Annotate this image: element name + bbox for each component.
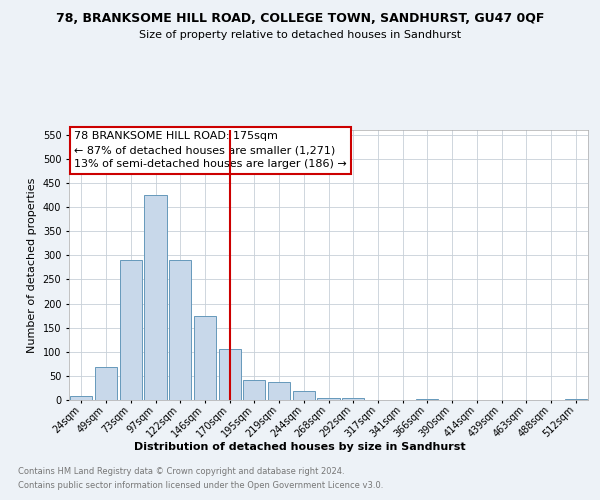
Bar bbox=[145, 195, 167, 400]
Y-axis label: Number of detached properties: Number of detached properties bbox=[27, 178, 37, 352]
Bar bbox=[317, 398, 340, 400]
Bar bbox=[243, 380, 265, 400]
Text: Contains public sector information licensed under the Open Government Licence v3: Contains public sector information licen… bbox=[18, 481, 383, 490]
Bar bbox=[416, 398, 439, 400]
Bar bbox=[565, 398, 587, 400]
Text: 78, BRANKSOME HILL ROAD, COLLEGE TOWN, SANDHURST, GU47 0QF: 78, BRANKSOME HILL ROAD, COLLEGE TOWN, S… bbox=[56, 12, 544, 26]
Text: 78 BRANKSOME HILL ROAD: 175sqm
← 87% of detached houses are smaller (1,271)
13% : 78 BRANKSOME HILL ROAD: 175sqm ← 87% of … bbox=[74, 132, 347, 170]
Bar bbox=[218, 350, 241, 400]
Bar bbox=[169, 260, 191, 400]
Bar bbox=[95, 367, 117, 400]
Text: Size of property relative to detached houses in Sandhurst: Size of property relative to detached ho… bbox=[139, 30, 461, 40]
Bar bbox=[268, 382, 290, 400]
Bar bbox=[119, 260, 142, 400]
Text: Contains HM Land Registry data © Crown copyright and database right 2024.: Contains HM Land Registry data © Crown c… bbox=[18, 468, 344, 476]
Bar bbox=[194, 316, 216, 400]
Bar bbox=[293, 392, 315, 400]
Text: Distribution of detached houses by size in Sandhurst: Distribution of detached houses by size … bbox=[134, 442, 466, 452]
Bar bbox=[70, 396, 92, 400]
Bar bbox=[342, 398, 364, 400]
